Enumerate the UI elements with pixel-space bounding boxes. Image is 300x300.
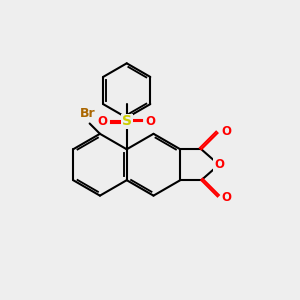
Text: O: O — [221, 191, 231, 204]
Text: O: O — [214, 158, 224, 171]
Text: S: S — [122, 114, 132, 128]
Text: Br: Br — [80, 107, 95, 120]
Text: O: O — [221, 125, 231, 138]
Text: O: O — [146, 115, 156, 128]
Text: O: O — [98, 115, 108, 128]
